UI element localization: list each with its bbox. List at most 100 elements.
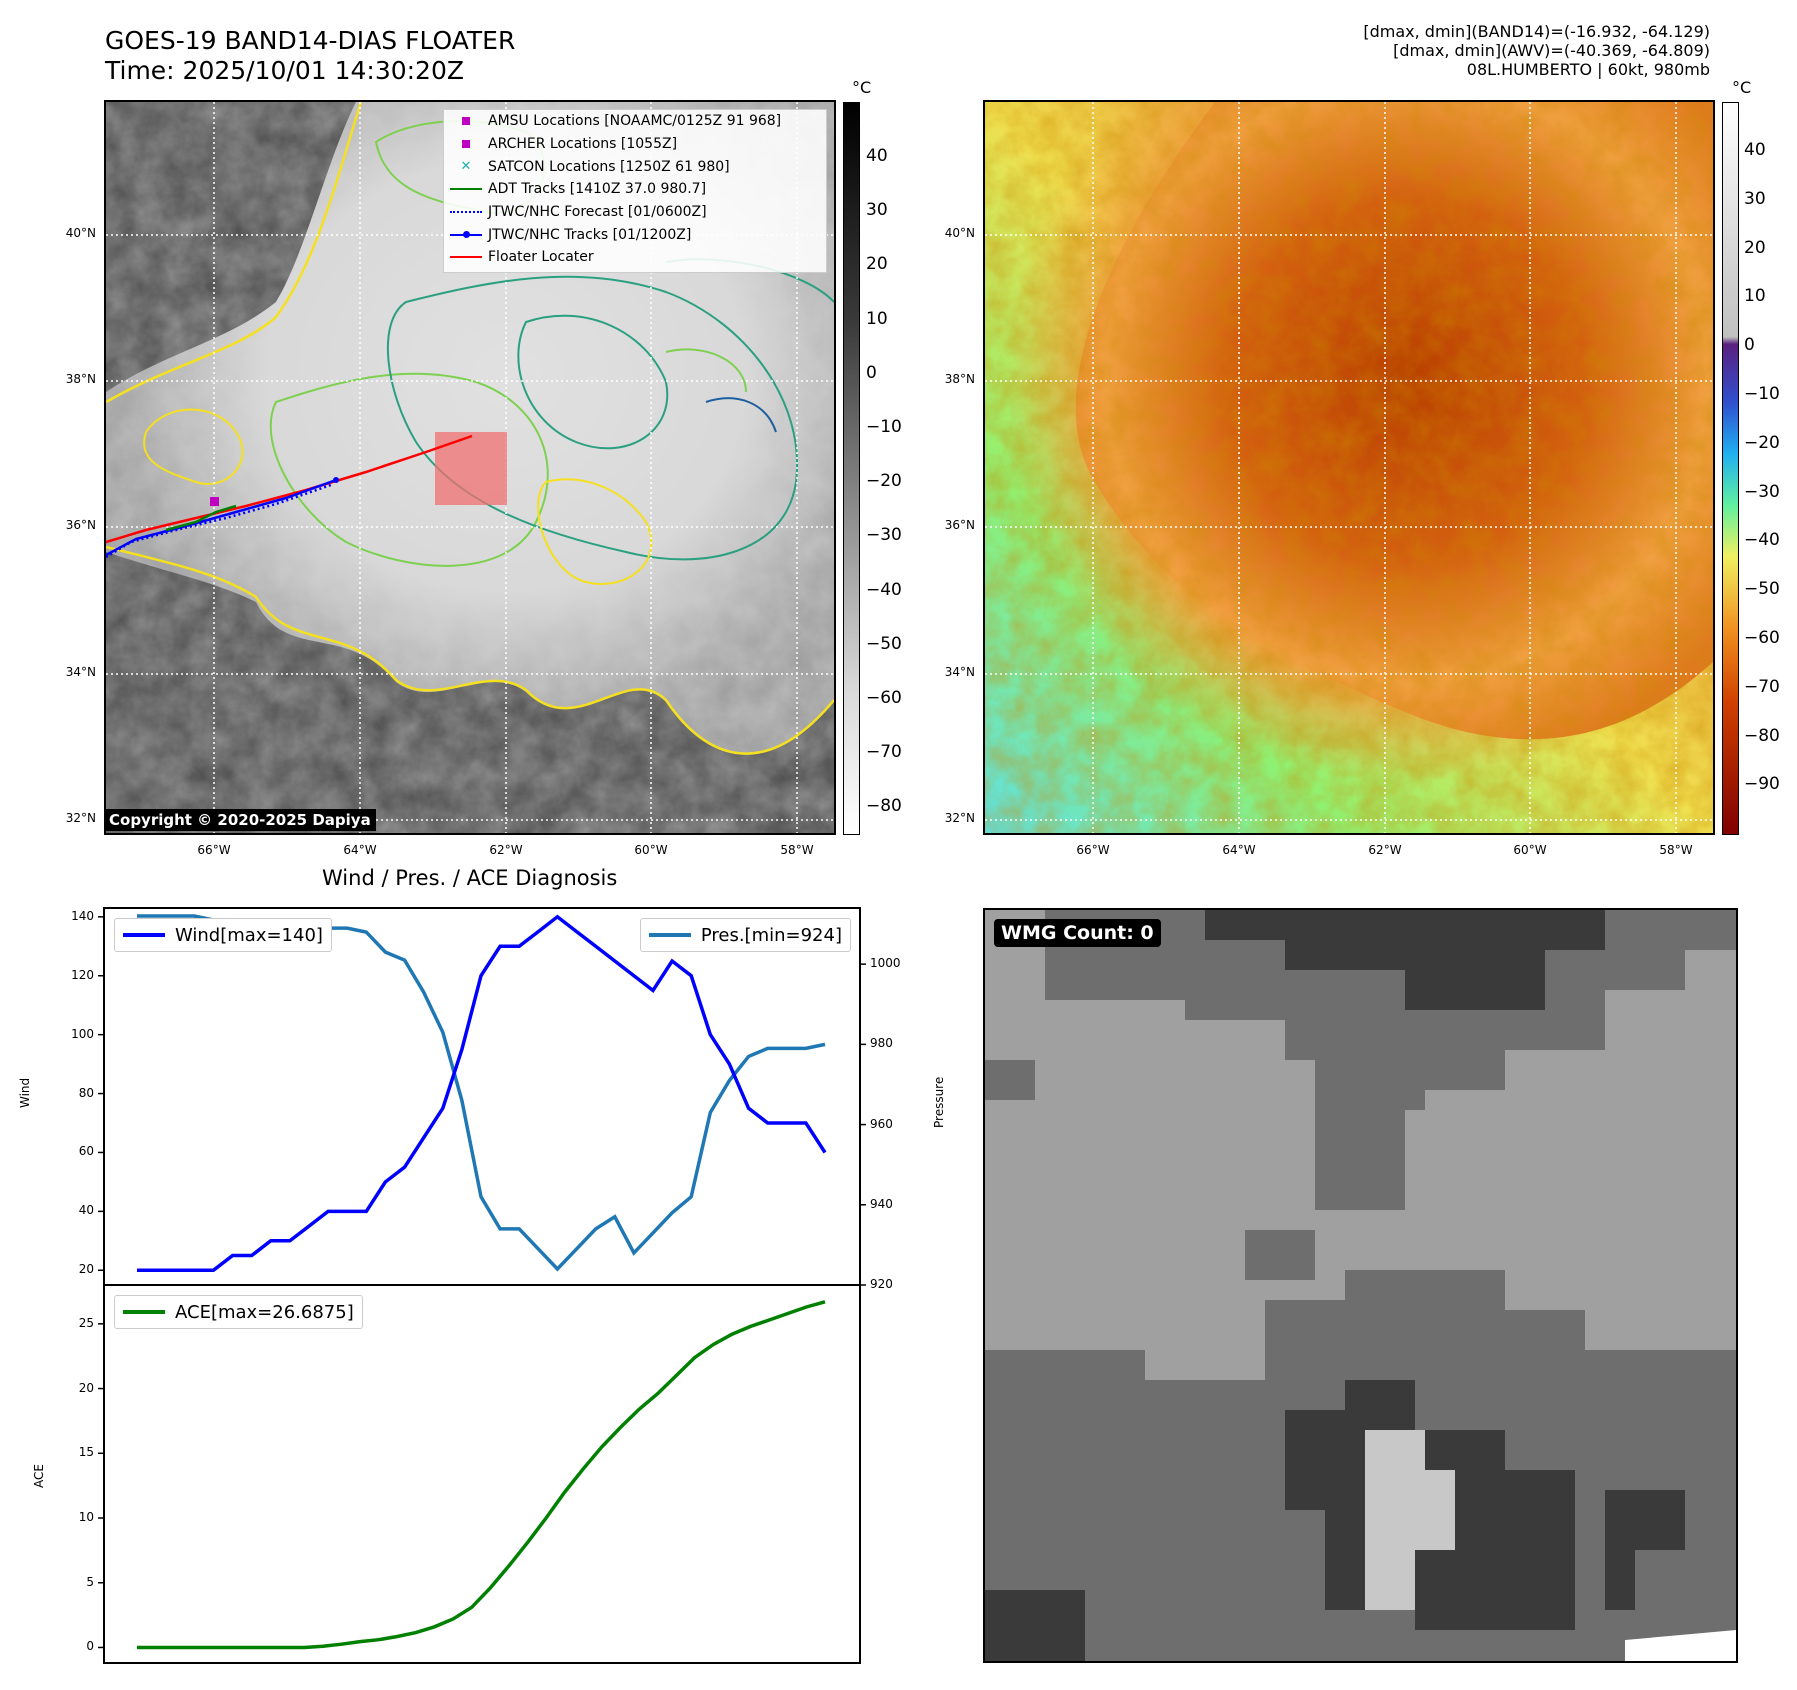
lat-label: 34°N bbox=[944, 665, 975, 679]
line-icon bbox=[450, 256, 482, 259]
wind-axis-label: Wind bbox=[18, 1077, 32, 1108]
wind-pressure-axes bbox=[103, 907, 861, 1286]
ace-axis-label: ACE bbox=[32, 1464, 46, 1488]
axis-tick-label: 140 bbox=[71, 908, 94, 923]
colorbar-unit: °C bbox=[1732, 78, 1752, 97]
colorbar-tick-label: −50 bbox=[866, 633, 902, 654]
colorbar-tick-label: 20 bbox=[1744, 237, 1766, 258]
lon-label: 64°W bbox=[1222, 843, 1256, 857]
wmg-grid-image bbox=[985, 910, 1736, 1661]
colorbar-tick-label: −80 bbox=[1744, 725, 1780, 746]
axis-tick-label: 940 bbox=[870, 1196, 893, 1211]
colorbar-tick-label: −60 bbox=[866, 688, 902, 708]
colorbar-tick-label: 0 bbox=[866, 362, 877, 383]
lon-label: 62°W bbox=[489, 843, 523, 857]
axis-tick-label: 120 bbox=[71, 967, 94, 982]
wind-legend: Wind[max=140] bbox=[114, 918, 332, 952]
colorbar-tick-label: −50 bbox=[1744, 579, 1780, 600]
legend-item-adt: ADT Tracks [1410Z 37.0 980.7] bbox=[444, 178, 826, 201]
colorbar-tick-label: −10 bbox=[1744, 384, 1780, 404]
colorbar-left bbox=[843, 102, 860, 835]
legend-item-archer: ARCHER Locations [1055Z] bbox=[444, 133, 826, 156]
pressure-legend: Pres.[min=924] bbox=[639, 918, 851, 952]
lon-label: 58°W bbox=[780, 843, 814, 857]
colorbar-right bbox=[1722, 102, 1739, 835]
colorbar-unit: °C bbox=[852, 78, 872, 97]
pressure-line bbox=[137, 914, 826, 1272]
ace-axes bbox=[103, 1284, 861, 1664]
lat-label: 36°N bbox=[65, 518, 96, 532]
lon-label: 60°W bbox=[1513, 843, 1547, 857]
colorbar-tick-label: −10 bbox=[866, 417, 902, 437]
map-legend: AMSU Locations [NOAAMC/0125Z 91 968] ARC… bbox=[443, 109, 827, 273]
axis-tick-label: 40 bbox=[78, 1203, 94, 1218]
figure-title-line1: GOES-19 BAND14-DIAS FLOATER bbox=[105, 26, 516, 55]
colorbar-tick-label: −90 bbox=[1744, 774, 1780, 795]
lat-label: 38°N bbox=[65, 372, 96, 386]
line-dot-icon bbox=[450, 230, 482, 238]
axis-tick-label: 80 bbox=[78, 1085, 94, 1100]
x-marker-icon: ✕ bbox=[460, 159, 472, 175]
lon-label: 60°W bbox=[634, 843, 668, 857]
colorbar-tick-label: 30 bbox=[866, 200, 888, 221]
colorbar-tick-label: 10 bbox=[866, 308, 888, 329]
axis-tick-label: 980 bbox=[870, 1036, 893, 1051]
lon-label: 62°W bbox=[1368, 843, 1402, 857]
colorbar-tick-label: −30 bbox=[1744, 481, 1780, 502]
legend-item-satcon: ✕ SATCON Locations [1250Z 61 980] bbox=[444, 155, 826, 178]
legend-item-floater: Floater Locater bbox=[444, 246, 826, 269]
line-icon bbox=[648, 933, 691, 937]
colorbar-tick-label: −40 bbox=[1744, 530, 1780, 551]
colorbar-tick-label: 40 bbox=[1744, 140, 1766, 160]
lat-label: 32°N bbox=[65, 811, 96, 825]
colorbar-tick-label: 10 bbox=[1744, 286, 1766, 307]
dotted-line-icon bbox=[450, 211, 482, 214]
axis-tick-label: 10 bbox=[78, 1510, 94, 1524]
lat-label: 36°N bbox=[944, 518, 975, 532]
colorbar-tick-label: −20 bbox=[866, 471, 902, 492]
figure-title-line2: Time: 2025/10/01 14:30:20Z bbox=[105, 56, 464, 85]
awv-map-panel bbox=[983, 100, 1715, 835]
lon-label: 58°W bbox=[1659, 843, 1693, 857]
wind-line bbox=[137, 914, 827, 1273]
legend-item-tracks: JTWC/NHC Tracks [01/1200Z] bbox=[444, 223, 826, 246]
axis-tick-label: 25 bbox=[78, 1315, 94, 1330]
legend-item-amsu: AMSU Locations [NOAAMC/0125Z 91 968] bbox=[444, 110, 826, 133]
axis-tick-label: 100 bbox=[71, 1026, 94, 1041]
square-marker-icon bbox=[462, 140, 470, 149]
lat-label: 40°N bbox=[944, 226, 975, 240]
awv-satellite-image bbox=[985, 102, 1713, 833]
axis-tick-label: 20 bbox=[78, 1262, 94, 1277]
colorbar-tick-label: −70 bbox=[866, 742, 902, 763]
axis-tick-label: 0 bbox=[86, 1639, 94, 1654]
colorbar-tick-label: 20 bbox=[866, 254, 888, 275]
colorbar-tick-label: −20 bbox=[1744, 432, 1780, 453]
ace-line bbox=[137, 1300, 826, 1650]
ace-legend: ACE[max=26.6875] bbox=[114, 1295, 363, 1329]
legend-item-forecast: JTWC/NHC Forecast [01/0600Z] bbox=[444, 201, 826, 224]
header-info-line2: [dmax, dmin](AWV)=(-40.369, -64.809) bbox=[1393, 41, 1710, 60]
colorbar-tick-label: 30 bbox=[1744, 188, 1766, 209]
line-icon bbox=[123, 1310, 165, 1314]
colorbar-tick-label: −80 bbox=[866, 796, 902, 817]
colorbar-tick-label: −60 bbox=[1744, 628, 1780, 648]
lat-label: 38°N bbox=[944, 372, 975, 386]
axis-tick-label: 15 bbox=[78, 1445, 94, 1460]
axis-tick-label: 1000 bbox=[870, 956, 901, 971]
lat-label: 34°N bbox=[65, 665, 96, 679]
lat-label: 40°N bbox=[65, 226, 96, 240]
axis-tick-label: 920 bbox=[870, 1277, 893, 1291]
colorbar-tick-label: −40 bbox=[866, 579, 902, 600]
colorbar-tick-label: 0 bbox=[1744, 335, 1755, 356]
wmg-count-label: WMG Count: 0 bbox=[994, 919, 1161, 947]
header-info-line1: [dmax, dmin](BAND14)=(-16.932, -64.129) bbox=[1363, 22, 1710, 41]
lon-label: 66°W bbox=[1076, 843, 1110, 857]
axis-tick-label: 5 bbox=[86, 1574, 94, 1589]
chart-title: Wind / Pres. / ACE Diagnosis bbox=[322, 866, 618, 890]
square-marker-icon bbox=[462, 117, 470, 126]
pressure-axis-label: Pressure bbox=[932, 1076, 946, 1128]
header-info-line3: 08L.HUMBERTO | 60kt, 980mb bbox=[1466, 60, 1710, 79]
lon-label: 66°W bbox=[197, 843, 231, 857]
axis-tick-label: 960 bbox=[870, 1116, 893, 1131]
lon-label: 64°W bbox=[343, 843, 377, 857]
